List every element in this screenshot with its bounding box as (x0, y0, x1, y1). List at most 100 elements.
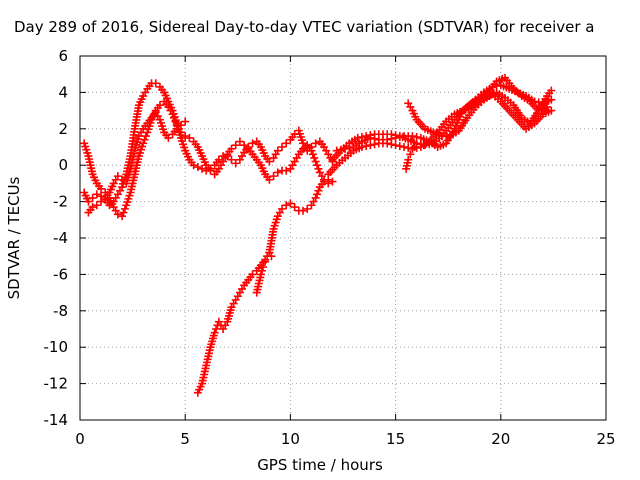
data-point (227, 144, 236, 153)
data-point (311, 157, 320, 166)
data-point (391, 133, 400, 142)
data-point (313, 190, 322, 199)
data-point (118, 212, 127, 221)
data-point (119, 208, 128, 217)
data-point (113, 172, 122, 181)
data-point (412, 139, 421, 148)
data-point (88, 203, 97, 212)
data-point (395, 142, 404, 151)
data-point (240, 141, 249, 150)
data-point (164, 133, 173, 142)
data-point (314, 164, 323, 173)
data-point (277, 204, 286, 213)
data-series (404, 90, 556, 141)
y-tick-label: -8 (53, 302, 68, 320)
data-point (176, 128, 185, 137)
data-point (353, 133, 362, 142)
x-tick-label: 10 (281, 430, 300, 448)
data-point (206, 166, 215, 175)
data-point (248, 139, 257, 148)
data-point (269, 172, 278, 181)
data-point (282, 201, 291, 210)
data-point (151, 79, 160, 88)
data-point (308, 150, 317, 159)
data-point (362, 142, 371, 151)
y-tick-label: -14 (44, 411, 69, 429)
data-point (273, 168, 282, 177)
data-point (113, 210, 122, 219)
data-point (155, 101, 164, 110)
data-point (286, 199, 295, 208)
data-series (324, 73, 552, 179)
grid-lines (80, 56, 606, 420)
data-point (231, 159, 240, 168)
data-point (400, 143, 409, 151)
data-point (345, 143, 354, 152)
data-point (299, 206, 308, 215)
data-point (181, 132, 190, 141)
data-point (366, 133, 375, 142)
data-point (210, 328, 219, 337)
x-tick-label: 0 (75, 430, 85, 448)
data-point (256, 270, 265, 279)
data-point (141, 132, 150, 141)
data-point (193, 163, 202, 172)
data-point (332, 146, 341, 155)
data-point (92, 190, 101, 199)
data-point (395, 132, 404, 141)
data-point (185, 133, 194, 142)
data-point (84, 197, 93, 206)
x-tick-label: 20 (491, 430, 510, 448)
y-tick-label: 4 (58, 83, 68, 101)
y-tick-label: -4 (53, 229, 68, 247)
data-point (265, 175, 274, 184)
data-series (193, 175, 333, 397)
y-tick-label: -6 (53, 265, 68, 283)
data-point (248, 270, 257, 279)
data-point (310, 153, 319, 162)
data-point (307, 146, 316, 155)
y-tick-label: -12 (44, 375, 69, 393)
x-tick-label: 25 (596, 430, 615, 448)
chart-title: Day 289 of 2016, Sidereal Day-to-day VTE… (14, 18, 595, 36)
data-point (189, 161, 198, 170)
data-point (259, 263, 268, 272)
y-tick-label: -2 (53, 193, 68, 211)
data-point (320, 177, 329, 186)
data-point (408, 132, 417, 141)
y-tick-label: 2 (58, 120, 68, 138)
data-point (265, 157, 274, 166)
data-point (328, 177, 337, 186)
data-point (92, 201, 101, 210)
data-point (169, 113, 178, 122)
data-series (84, 108, 190, 217)
data-point (273, 146, 282, 155)
data-series (80, 79, 337, 210)
data-point (313, 161, 322, 170)
y-tick-label: 6 (58, 47, 68, 65)
x-axis-label: GPS time / hours (257, 456, 383, 474)
data-point (299, 144, 308, 153)
data-point (171, 117, 180, 126)
data-series (252, 248, 276, 297)
x-tick-label: 5 (180, 430, 190, 448)
data-point (387, 134, 396, 143)
data-point (176, 121, 185, 130)
data-point (404, 155, 413, 164)
y-axis-label: SDTVAR / TECUs (5, 176, 23, 300)
data-point (227, 155, 236, 164)
data-series (402, 139, 421, 173)
x-tick-label: 15 (386, 430, 405, 448)
data-point (139, 139, 148, 148)
data-point (181, 117, 190, 126)
data-point (214, 155, 223, 164)
data-point (168, 110, 177, 119)
data-point (235, 137, 244, 146)
data-point (198, 164, 207, 173)
data-point (543, 102, 552, 111)
data-point (370, 134, 379, 143)
y-tick-label: -10 (44, 338, 69, 356)
data-point (172, 124, 181, 133)
